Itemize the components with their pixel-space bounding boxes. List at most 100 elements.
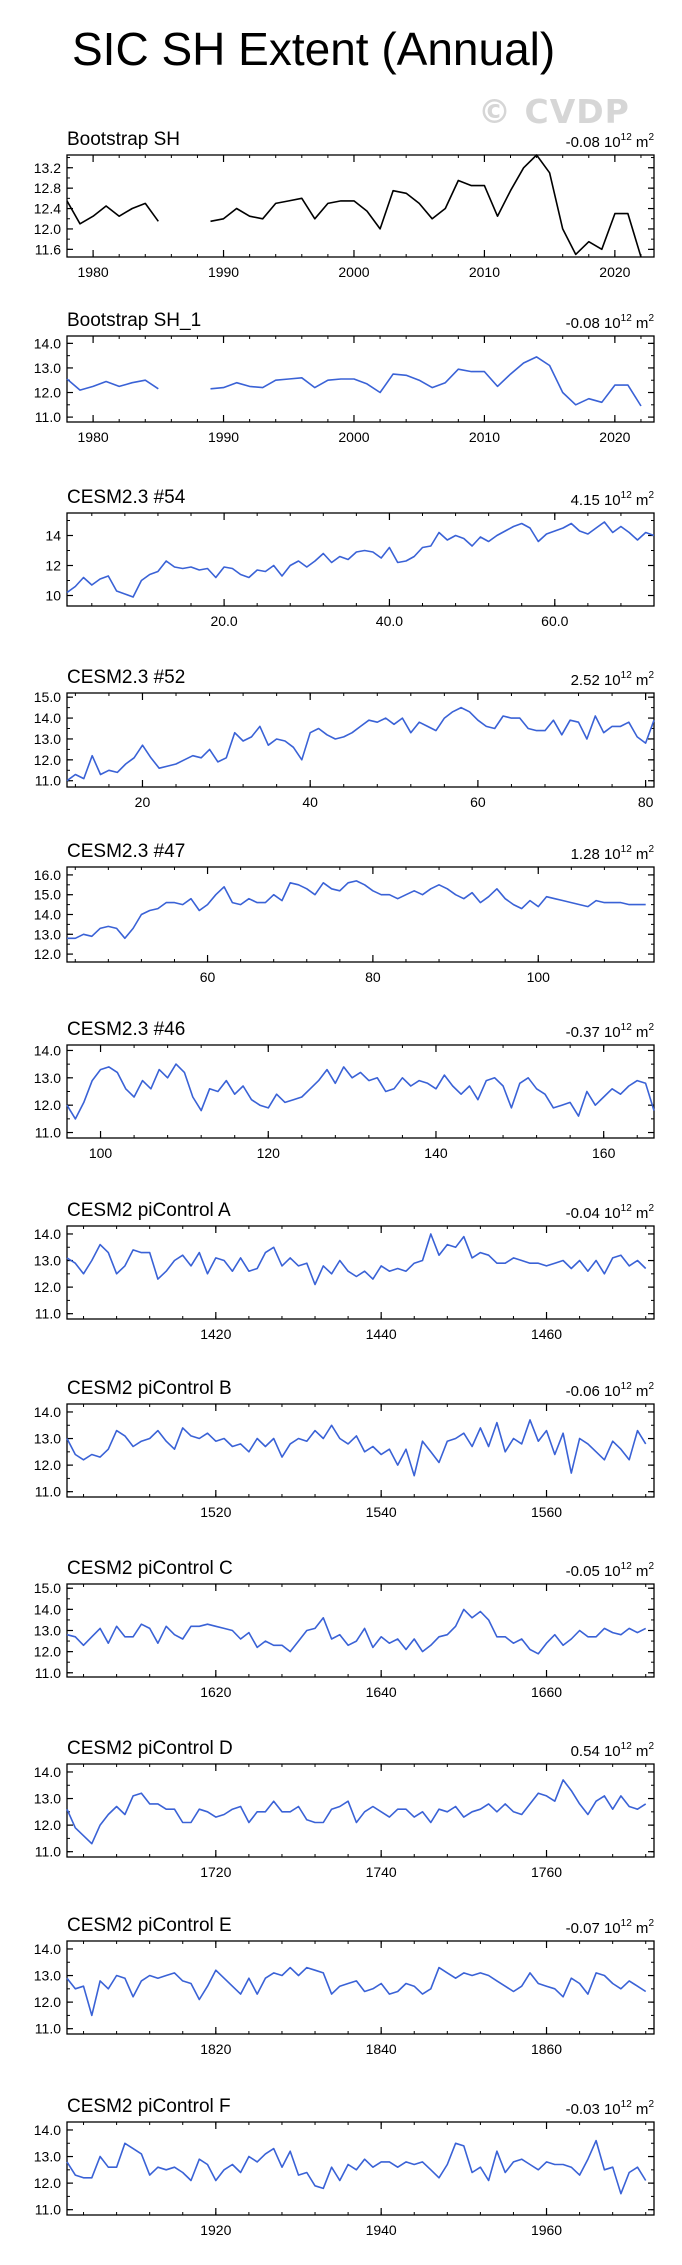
trend-exponent: 12 — [621, 1381, 633, 1392]
plot-frame — [66, 1940, 655, 2035]
y-tick-label: 15.0 — [34, 887, 61, 903]
x-tick-label: 120 — [257, 1145, 281, 1161]
chart-panel: CESM2 piControl A -0.04 1012 m2 11.0 12.0 13… — [34, 1200, 655, 1342]
trend-unit-exponent: 2 — [648, 2099, 654, 2110]
y-tick-label: 12.0 — [34, 221, 61, 237]
x-tick-label: 2010 — [469, 264, 500, 280]
y-tick-label: 13.2 — [34, 160, 61, 176]
trend-unit-exponent: 2 — [648, 490, 654, 501]
plot-frame — [66, 1403, 655, 1498]
trend-unit-exponent: 2 — [648, 1741, 654, 1752]
plot-frame — [66, 1044, 655, 1139]
y-tick-label: 13.0 — [34, 1968, 61, 1984]
trend-unit: m — [632, 1920, 649, 1937]
trend-unit: m — [632, 672, 649, 689]
trend-unit-exponent: 2 — [648, 1381, 654, 1392]
y-tick-label: 12.0 — [34, 946, 61, 962]
y-tick-label: 10 — [45, 588, 61, 604]
chart-panel: CESM2 piControl B -0.06 1012 m2 11.0 12.0 13… — [34, 1378, 655, 1520]
trend-value: -0.04 10 — [566, 1205, 621, 1222]
x-tick-label: 2020 — [599, 264, 630, 280]
trend-value: -0.37 10 — [566, 1024, 621, 1041]
y-tick-label: 13.0 — [34, 731, 61, 747]
x-tick-label: 2000 — [338, 429, 369, 445]
x-tick-label: 20 — [135, 794, 151, 810]
y-tick-label: 12.0 — [34, 1279, 61, 1295]
y-tick-label: 14.0 — [34, 1226, 61, 1242]
series-line — [210, 154, 642, 258]
x-tick-label: 2000 — [338, 264, 369, 280]
panel-title: CESM2 piControl A — [67, 1200, 231, 1221]
y-tick-label: 12.0 — [34, 2175, 61, 2191]
x-tick-label: 80 — [638, 794, 654, 810]
x-tick-label: 160 — [592, 1145, 616, 1161]
trend-label: -0.03 1012 m2 — [566, 2099, 655, 2118]
trend-value: 0.54 10 — [571, 1743, 621, 1760]
plot-frame — [66, 1763, 655, 1858]
chart-panel: CESM2 piControl D 0.54 1012 m2 11.0 12.0 13.… — [34, 1738, 655, 1880]
series-line — [66, 521, 655, 598]
y-tick-label: 13.0 — [34, 2149, 61, 2165]
series-line — [66, 1063, 655, 1120]
trend-unit: m — [632, 1205, 649, 1222]
trend-exponent: 12 — [621, 313, 633, 324]
y-tick-label: 12.0 — [34, 1097, 61, 1113]
y-tick-label: 11.0 — [35, 773, 61, 789]
x-tick-label: 1640 — [366, 1684, 397, 1700]
plot-frame — [66, 512, 655, 607]
trend-value: 1.28 10 — [571, 846, 621, 863]
trend-label: 4.15 1012 m2 — [571, 490, 655, 509]
trend-unit-exponent: 2 — [648, 313, 654, 324]
chart-panel: CESM2 piControl F -0.03 1012 m2 11.0 12.0 13… — [34, 2096, 655, 2238]
trend-unit: m — [632, 1383, 649, 1400]
y-tick-label: 14.0 — [34, 1042, 61, 1058]
x-tick-label: 20.0 — [210, 613, 237, 629]
x-tick-label: 60 — [470, 794, 486, 810]
x-tick-label: 1760 — [531, 1864, 562, 1880]
panel-title: CESM2.3 #46 — [67, 1019, 185, 1040]
x-tick-label: 100 — [89, 1145, 113, 1161]
chart-panel: Bootstrap SH -0.08 1012 m2 11.6 12.0 12.4 12.… — [34, 129, 655, 280]
series-line — [66, 1966, 647, 2017]
y-tick-label: 14.0 — [34, 1941, 61, 1957]
x-tick-label: 2010 — [469, 429, 500, 445]
trend-exponent: 12 — [621, 1918, 633, 1929]
x-tick-label: 40.0 — [376, 613, 403, 629]
trend-unit: m — [632, 2101, 649, 2118]
y-tick-label: 16.0 — [34, 867, 61, 883]
trend-value: 2.52 10 — [571, 672, 621, 689]
trend-unit-exponent: 2 — [648, 1561, 654, 1572]
chart-panel: CESM2 piControl C -0.05 1012 m2 11.0 12.0 13… — [34, 1558, 655, 1700]
trend-value: -0.08 10 — [566, 315, 621, 332]
panel-title: CESM2.3 #54 — [67, 487, 186, 508]
x-tick-label: 140 — [424, 1145, 448, 1161]
trend-label: 1.28 1012 m2 — [571, 844, 655, 863]
y-tick-label: 11.0 — [35, 2202, 61, 2218]
trend-label: 2.52 1012 m2 — [571, 670, 655, 689]
x-tick-label: 1460 — [531, 1326, 562, 1342]
chart-panel: CESM2 piControl E -0.07 1012 m2 11.0 12.0 13… — [34, 1915, 655, 2057]
x-tick-label: 60 — [200, 969, 216, 985]
y-tick-label: 12.4 — [34, 201, 61, 217]
y-tick-label: 12.8 — [34, 180, 61, 196]
trend-exponent: 12 — [621, 844, 633, 855]
trend-exponent: 12 — [621, 1203, 633, 1214]
y-tick-label: 13.0 — [34, 1431, 61, 1447]
y-tick-label: 15.0 — [34, 1580, 61, 1596]
trend-label: -0.04 1012 m2 — [566, 1203, 655, 1222]
series-line — [66, 200, 159, 225]
trend-label: -0.06 1012 m2 — [566, 1381, 655, 1400]
panel-title: CESM2.3 #52 — [67, 667, 185, 688]
trend-label: -0.08 1012 m2 — [566, 132, 655, 151]
cvdp-watermark: © CVDP — [478, 92, 630, 131]
trend-unit-exponent: 2 — [648, 1203, 654, 1214]
panel-title: CESM2 piControl C — [67, 1558, 233, 1579]
series-line — [66, 1233, 647, 1286]
y-tick-label: 11.0 — [35, 1484, 61, 1500]
series-line — [66, 1419, 647, 1477]
trend-label: -0.08 1012 m2 — [566, 313, 655, 332]
y-tick-label: 13.0 — [34, 926, 61, 942]
x-tick-label: 40 — [302, 794, 318, 810]
plot-frame — [66, 335, 655, 423]
y-tick-label: 13.0 — [34, 1623, 61, 1639]
